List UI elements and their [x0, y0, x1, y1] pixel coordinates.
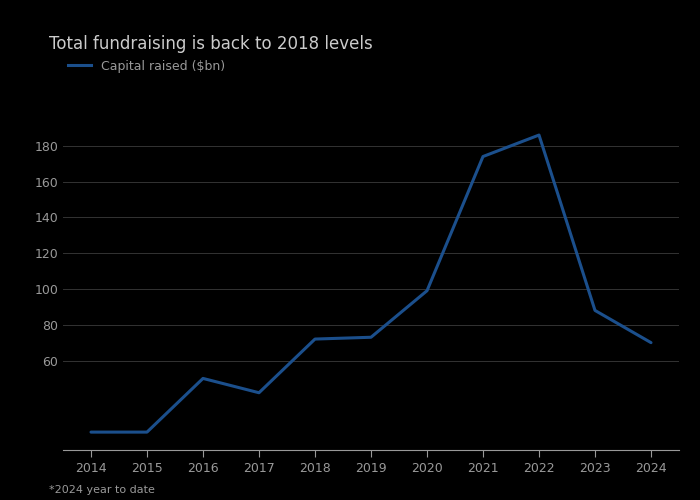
Text: Total fundraising is back to 2018 levels: Total fundraising is back to 2018 levels: [49, 35, 372, 53]
Text: *2024 year to date: *2024 year to date: [49, 485, 155, 495]
Legend: Capital raised ($bn): Capital raised ($bn): [63, 55, 230, 78]
